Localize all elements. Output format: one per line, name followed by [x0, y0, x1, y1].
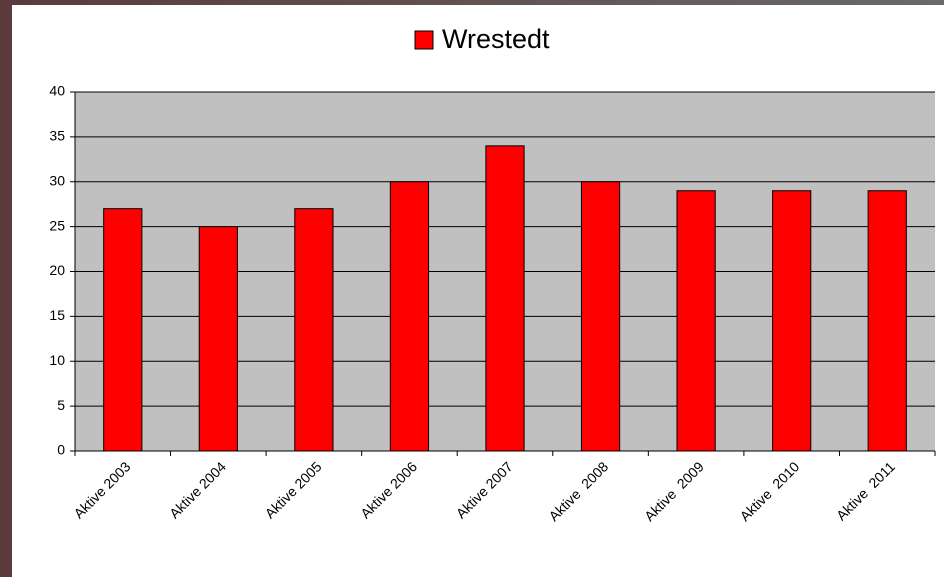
- y-tick-label: 20: [49, 262, 65, 278]
- bar: [198, 226, 238, 452]
- y-tick-label: 25: [49, 217, 65, 233]
- y-tick-label: 40: [49, 83, 65, 99]
- legend-swatch: [414, 30, 434, 50]
- bar: [580, 181, 621, 452]
- bar: [772, 190, 812, 452]
- bar: [103, 208, 143, 452]
- y-tick-label: 10: [49, 352, 65, 368]
- y-tick-label: 5: [57, 397, 65, 413]
- bar: [867, 190, 907, 452]
- legend-label: Wrestedt: [442, 24, 550, 54]
- bar: [389, 181, 430, 452]
- y-tick-label: 30: [49, 172, 65, 188]
- y-tick-label: 35: [49, 128, 65, 144]
- bar: [294, 208, 334, 452]
- bar: [485, 145, 525, 452]
- y-tick-label: 0: [57, 442, 65, 458]
- bar: [676, 190, 716, 452]
- y-tick-label: 15: [49, 307, 65, 323]
